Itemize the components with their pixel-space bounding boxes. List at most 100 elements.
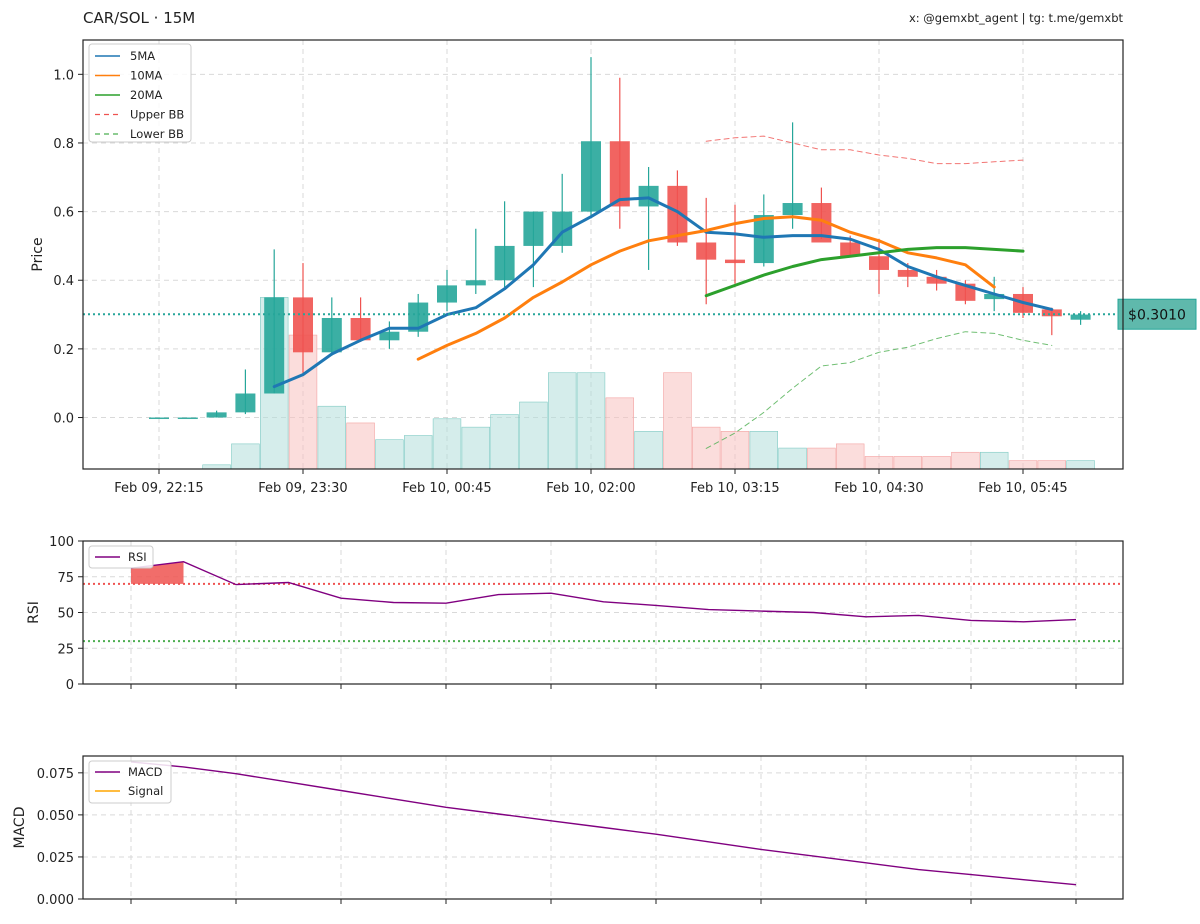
legend-label-lower-bb: Lower BB [130, 127, 184, 141]
candle-body [696, 242, 717, 260]
volume-bar [547, 372, 577, 470]
rsi-y-tick-label: 0 [66, 678, 74, 693]
macd-y-axis-label: MACD [12, 807, 28, 849]
macd-panel: 0.000 0.025 0.050 0.075 MACD MACD Signal [12, 755, 1124, 908]
series-line-upper-bb [705, 135, 1024, 165]
series-line-20ma [704, 246, 1025, 298]
price-y-tick-label: 1.0 [53, 68, 74, 83]
volume-bar [922, 456, 951, 470]
legend-label-5ma: 5MA [130, 49, 155, 63]
macd-plot-frame [82, 755, 1124, 900]
volume-bar [807, 447, 836, 470]
rsi-panel: 0 25 50 75 100 RSI RSI [26, 535, 1124, 693]
volume-bar [461, 426, 490, 470]
volume-bar [403, 435, 433, 470]
candle-body [753, 215, 774, 264]
candle-body [869, 256, 889, 270]
current-price-label: $0.3010 [1128, 308, 1186, 324]
candle-body [235, 393, 256, 413]
macd-line [130, 761, 1077, 886]
volume-bar [979, 451, 1009, 470]
candle-body [149, 417, 169, 420]
volume-bar [663, 372, 692, 470]
candle-body [1041, 309, 1062, 317]
macd-y-tick-label: 0.000 [37, 893, 74, 908]
candle-body [321, 317, 342, 353]
price-x-tick-label: Feb 10, 05:45 [978, 481, 1067, 496]
macd-legend: MACD Signal [88, 760, 172, 804]
rsi-legend-box [88, 545, 154, 569]
candle-body [609, 141, 630, 207]
legend-label-signal: Signal [128, 784, 163, 798]
macd-y-tick-label: 0.075 [37, 767, 74, 782]
volume-bar [864, 456, 894, 470]
volume-bar [1008, 460, 1038, 470]
volume-bar [519, 401, 548, 470]
candle-body [581, 141, 601, 212]
price-x-tick-label: Feb 10, 02:00 [546, 481, 635, 496]
legend-label-10ma: 10MA [130, 69, 163, 83]
rsi-y-tick-label: 75 [57, 571, 74, 586]
price-y-tick-label: 0.2 [53, 343, 74, 358]
price-panel: 0.0 0.2 0.4 0.6 0.8 1.0 Feb 09, 22:15 Feb 09, 2… [30, 39, 1197, 496]
price-legend-box [88, 43, 192, 143]
volume-bar [951, 451, 980, 470]
current-price-badge [1117, 298, 1197, 330]
legend-label-macd: MACD [128, 765, 163, 779]
price-y-tick-label: 0.8 [53, 137, 74, 152]
candle-body [177, 417, 198, 420]
price-y-tick-label: 0.0 [53, 412, 74, 427]
price-legend: 5MA 10MA 20MA Upper BB Lower BB [88, 43, 192, 143]
series-line-5ma [272, 196, 1054, 389]
price-x-tick-label: Feb 09, 23:30 [258, 481, 347, 496]
volume-bar [346, 422, 375, 470]
candle-body [350, 317, 371, 341]
legend-label-upper-bb: Upper BB [130, 108, 184, 122]
rsi-y-tick-label: 50 [57, 607, 74, 622]
rsi-legend: RSI [88, 545, 154, 569]
volume-bar [375, 439, 404, 470]
macd-y-tick-label: 0.050 [37, 809, 74, 824]
volume-bar [835, 443, 865, 470]
candle-body [840, 242, 861, 257]
volume-bar [317, 405, 346, 470]
rsi-y-tick-label: 25 [57, 642, 74, 657]
chart-credits: x: @gemxbt_agent | tg: t.me/gemxbt [909, 11, 1124, 25]
rsi-y-axis-label: RSI [26, 601, 42, 624]
volume-bar [576, 372, 606, 470]
legend-label-20ma: 20MA [130, 88, 163, 102]
candle-body [206, 412, 227, 418]
candle-body [782, 203, 803, 216]
volume-bar [720, 431, 750, 470]
volume-bar [893, 456, 923, 470]
candle-body [465, 280, 486, 286]
rsi-plot-frame [82, 540, 1124, 685]
volume-bar [1037, 460, 1067, 470]
price-y-tick-label: 0.6 [53, 206, 74, 221]
price-y-tick-label: 0.4 [53, 274, 74, 289]
price-plot-frame [82, 39, 1124, 470]
candle-body [264, 297, 285, 394]
volume-bar [490, 414, 519, 470]
candle-body [811, 203, 832, 243]
volume-bar [749, 431, 779, 470]
volume-bar [202, 464, 231, 470]
candle-body [494, 245, 515, 281]
candle-body [1070, 314, 1091, 320]
volume-bar [634, 431, 663, 470]
candle-body [897, 269, 918, 277]
legend-label-rsi: RSI [128, 550, 147, 564]
volume-bar [231, 443, 260, 470]
candle-body [437, 285, 457, 303]
volume-bar [605, 397, 635, 470]
price-x-tick-label: Feb 10, 04:30 [834, 481, 923, 496]
rsi-y-tick-label: 100 [49, 535, 74, 550]
volume-bar [432, 418, 462, 470]
candle-body [638, 185, 659, 207]
price-x-tick-label: Feb 10, 00:45 [402, 481, 491, 496]
macd-y-tick-label: 0.025 [37, 851, 74, 866]
series-line-10ma [416, 215, 996, 361]
candle-body [725, 259, 745, 264]
